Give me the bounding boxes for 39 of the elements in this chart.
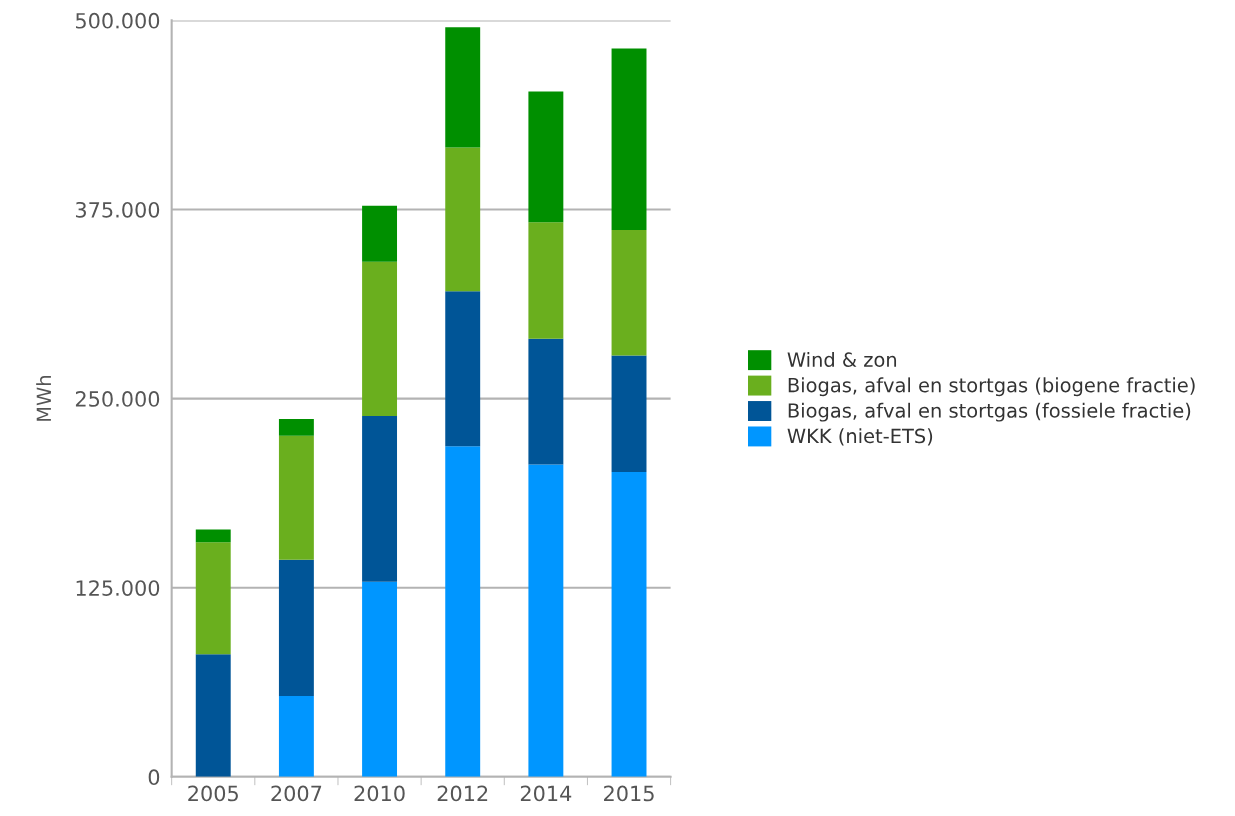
bar — [362, 416, 398, 582]
bar — [528, 91, 564, 223]
legend-label: Wind & zon — [787, 351, 897, 367]
y-tick-label: 250.000 — [75, 391, 160, 407]
bar — [195, 529, 231, 543]
bar — [195, 542, 231, 655]
bar — [278, 419, 314, 436]
y-tick-label: 0 — [148, 769, 160, 786]
bar — [445, 27, 481, 148]
bar — [611, 229, 647, 356]
y-tick-label: 125.000 — [76, 580, 160, 596]
bar — [278, 435, 314, 560]
bar — [362, 261, 398, 417]
bar — [611, 355, 647, 472]
y-tick-label: 375.000 — [75, 201, 160, 218]
bar — [278, 559, 314, 696]
legend-label: Biogas, afval en stortgas (fossiele fractie) — [788, 402, 1191, 422]
y-axis-title: MWh — [36, 376, 51, 421]
bar — [528, 338, 564, 465]
bar — [362, 581, 398, 777]
legend-label: WKK (niet-ETS) — [787, 428, 933, 446]
x-tick-label: 2010 — [354, 785, 405, 802]
bar — [611, 471, 647, 777]
bar — [528, 222, 564, 339]
x-tick-label: 2005 — [188, 785, 238, 802]
bar — [445, 291, 481, 447]
bar — [611, 48, 647, 230]
x-tick-label: 2015 — [604, 785, 654, 802]
y-tick-label: 500.000 — [76, 12, 160, 29]
bar — [445, 147, 481, 292]
x-tick-label: 2012 — [437, 785, 488, 802]
legend-label: Biogas, afval en stortgas (biogene fractie) — [788, 377, 1195, 397]
bar — [362, 205, 398, 262]
bar — [445, 446, 481, 777]
bar — [195, 654, 231, 777]
bar — [528, 464, 564, 777]
bar — [278, 695, 314, 777]
x-tick-label: 2014 — [520, 785, 572, 802]
x-tick-label: 2007 — [271, 785, 322, 802]
